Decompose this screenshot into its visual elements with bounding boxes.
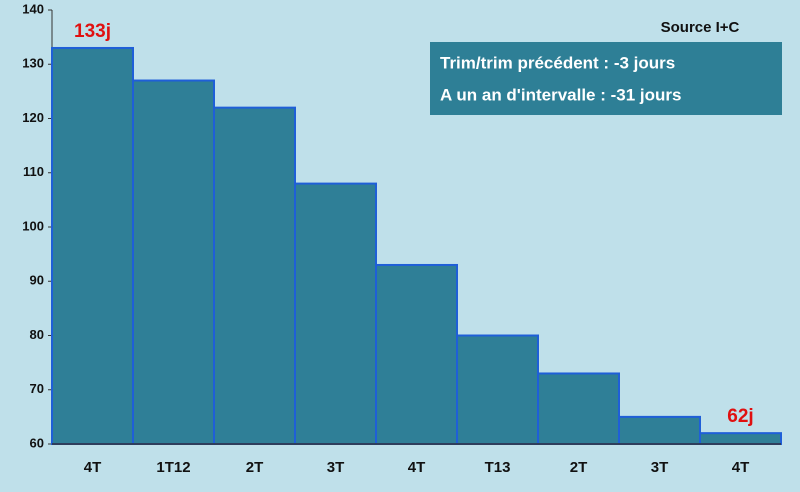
bar xyxy=(132,79,215,446)
x-tick-label: 4T xyxy=(84,459,102,476)
y-tick-label: 140 xyxy=(22,1,44,16)
x-tick-label: 4T xyxy=(408,459,426,476)
value-label: 133j xyxy=(74,21,111,42)
bar xyxy=(294,182,377,445)
y-tick-label: 130 xyxy=(22,56,44,71)
bar xyxy=(699,432,782,445)
x-tick-label: 1T12 xyxy=(156,459,190,476)
bar xyxy=(213,106,296,446)
bar xyxy=(456,334,539,445)
y-tick-label: 60 xyxy=(30,435,44,450)
y-tick-label: 110 xyxy=(23,164,44,179)
bar xyxy=(51,46,134,445)
x-tick-label: 4T xyxy=(732,459,750,476)
bar xyxy=(375,263,458,445)
annotation: A un an d'intervalle : -31 jours xyxy=(440,85,681,104)
x-tick-label: 2T xyxy=(570,459,588,476)
source: Source I+C xyxy=(661,19,740,36)
bar xyxy=(537,372,620,446)
x-tick-label: T13 xyxy=(485,459,511,476)
x-tick-label: 2T xyxy=(246,459,264,476)
y-tick-label: 80 xyxy=(30,327,44,342)
x-tick-label: 3T xyxy=(651,459,669,476)
y-tick-label: 90 xyxy=(30,273,44,288)
annotation: Trim/trim précédent : -3 jours xyxy=(440,53,675,72)
y-tick-label: 70 xyxy=(30,381,44,396)
y-tick-label: 100 xyxy=(22,218,44,233)
value-label: 62j xyxy=(727,406,753,427)
bar xyxy=(618,415,701,445)
info-box xyxy=(430,42,782,115)
x-tick-label: 3T xyxy=(327,459,345,476)
y-tick-label: 120 xyxy=(22,110,44,125)
